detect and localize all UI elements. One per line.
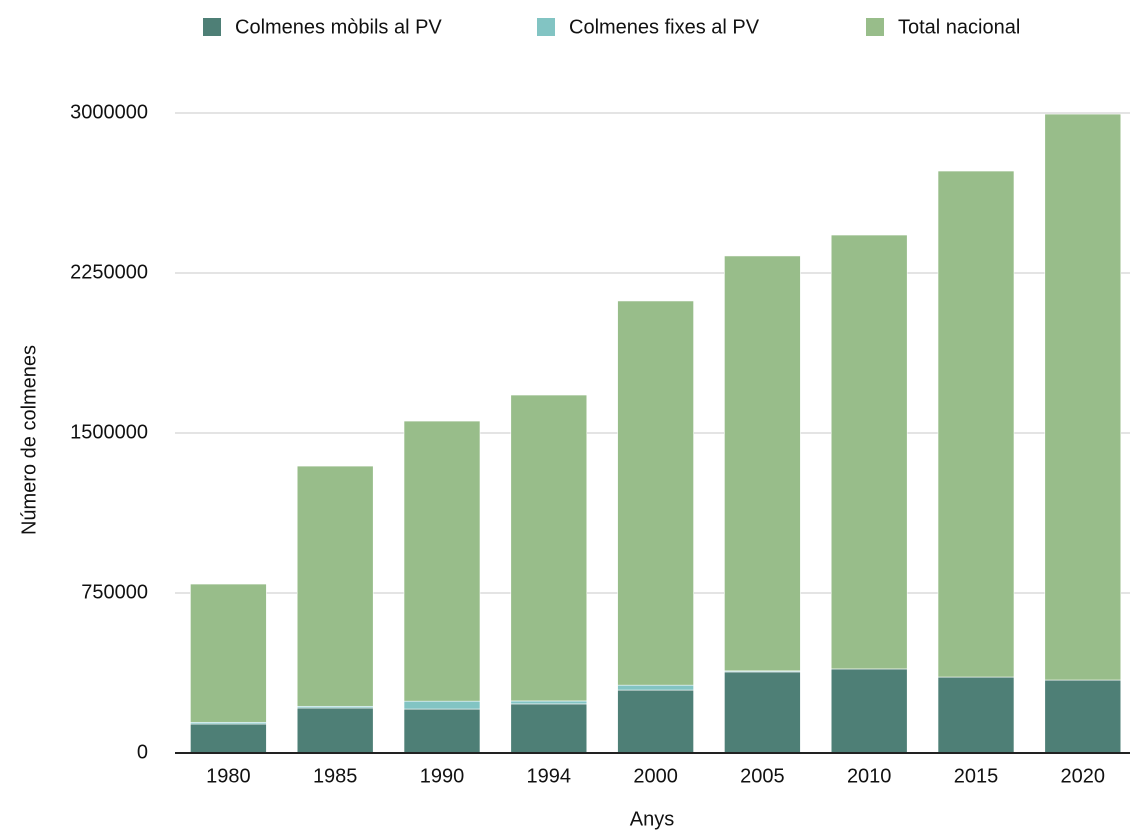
bar-segment [403,420,481,702]
bar-segment [403,708,481,754]
bar-segment [830,234,908,670]
x-tick-label: 1980 [206,765,251,787]
bar-segment [830,668,908,754]
y-tick-label: 2250000 [70,261,148,283]
legend-swatch [203,18,221,36]
x-tick-label: 2020 [1061,765,1106,787]
x-tick-label: 1985 [313,765,358,787]
x-tick-label: 2015 [954,765,999,787]
x-tick-label: 1990 [420,765,465,787]
bar-segment [617,300,694,686]
bar-segment [510,700,588,705]
x-tick-label: 2000 [633,765,678,787]
bar-segment [1044,679,1122,754]
legend-label: Colmenes mòbils al PV [235,16,442,38]
y-tick-label: 1500000 [70,421,148,443]
legend-label: Colmenes fixes al PV [569,16,760,38]
bar-segment [403,700,481,710]
bar-segment [937,170,1015,678]
bar-segment [617,689,694,754]
y-tick-label: 750000 [81,581,148,603]
legend-label: Total nacional [898,16,1020,38]
bar-segment [937,676,1015,754]
legend-swatch [866,18,884,36]
bar-segment [1044,113,1122,681]
y-tick-label: 3000000 [70,101,148,123]
bar-segment [724,255,801,672]
bar-segment [190,583,267,723]
y-tick-label: 0 [137,741,148,763]
x-tick-label: 2010 [847,765,892,787]
x-tick-label: 1994 [527,765,572,787]
y-axis-label: Número de colmenes [18,345,40,535]
x-tick-label: 2005 [740,765,785,787]
bar-segment [190,723,267,754]
bar-segment [617,684,694,691]
bar-segment [296,707,374,754]
x-axis-label: Anys [630,808,674,830]
legend-swatch [537,18,555,36]
bar-segment [724,671,801,754]
bar-segment [510,703,588,754]
bar-segment [510,394,588,702]
bar-segment [296,465,374,707]
